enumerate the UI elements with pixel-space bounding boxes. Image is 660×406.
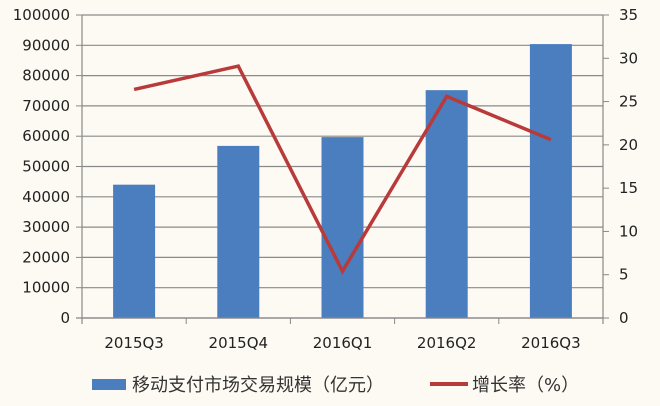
x-axis-labels: 2015Q3 2015Q4 2016Q1 2016Q2 2016Q3 <box>104 334 580 352</box>
y-left-tick: 80000 <box>22 67 70 85</box>
y-left-tick: 70000 <box>22 97 70 115</box>
bar <box>217 145 260 318</box>
line-series <box>133 64 552 275</box>
x-tick: 2016Q3 <box>521 334 581 352</box>
y-right-tick: 35 <box>619 6 638 24</box>
y-left-tick: 50000 <box>22 158 70 176</box>
y-right-tick: 20 <box>619 136 638 154</box>
bar <box>529 44 572 318</box>
y-left-tick: 40000 <box>22 188 70 206</box>
y-left-tick: 20000 <box>22 248 70 266</box>
growth-rate-line <box>133 64 552 275</box>
y-right-tick: 5 <box>619 266 629 284</box>
legend-bar-label: 移动支付市场交易规模（亿元） <box>132 375 384 396</box>
x-tick: 2016Q2 <box>417 334 477 352</box>
bar <box>425 90 468 318</box>
x-tick: 2015Q3 <box>104 334 164 352</box>
combo-chart: 0 10000 20000 30000 40000 50000 60000 70000 8000… <box>13 6 638 352</box>
y-left-tick: 60000 <box>22 127 70 145</box>
y-right-tick: 0 <box>619 309 629 327</box>
y-axis-left-labels: 0 10000 20000 30000 40000 50000 60000 70000 8000… <box>13 6 70 327</box>
axes <box>76 14 609 324</box>
y-right-tick: 15 <box>619 179 638 197</box>
legend-item-line: 增长率（%） <box>430 371 579 397</box>
bar <box>321 137 364 318</box>
bar <box>113 184 156 318</box>
y-left-tick: 100000 <box>13 6 70 24</box>
x-tick: 2015Q4 <box>209 334 269 352</box>
bar-series <box>113 44 572 318</box>
legend-item-bar: 移动支付市场交易规模（亿元） <box>92 371 384 397</box>
bar-swatch-icon <box>92 378 126 390</box>
y-right-tick: 10 <box>619 222 638 240</box>
legend-line-label: 增长率（%） <box>472 375 580 396</box>
y-left-tick: 0 <box>60 309 70 327</box>
y-left-tick: 90000 <box>22 36 70 54</box>
y-left-tick: 30000 <box>22 218 70 236</box>
y-axis-right-labels: 0 5 10 15 20 25 30 35 <box>619 6 638 327</box>
y-right-tick: 25 <box>619 93 638 111</box>
legend: 移动支付市场交易规模（亿元） 增长率（%） <box>0 371 660 401</box>
y-left-tick: 10000 <box>22 279 70 297</box>
x-tick: 2016Q1 <box>313 334 373 352</box>
y-right-tick: 30 <box>619 49 638 67</box>
line-swatch-icon <box>430 382 468 386</box>
